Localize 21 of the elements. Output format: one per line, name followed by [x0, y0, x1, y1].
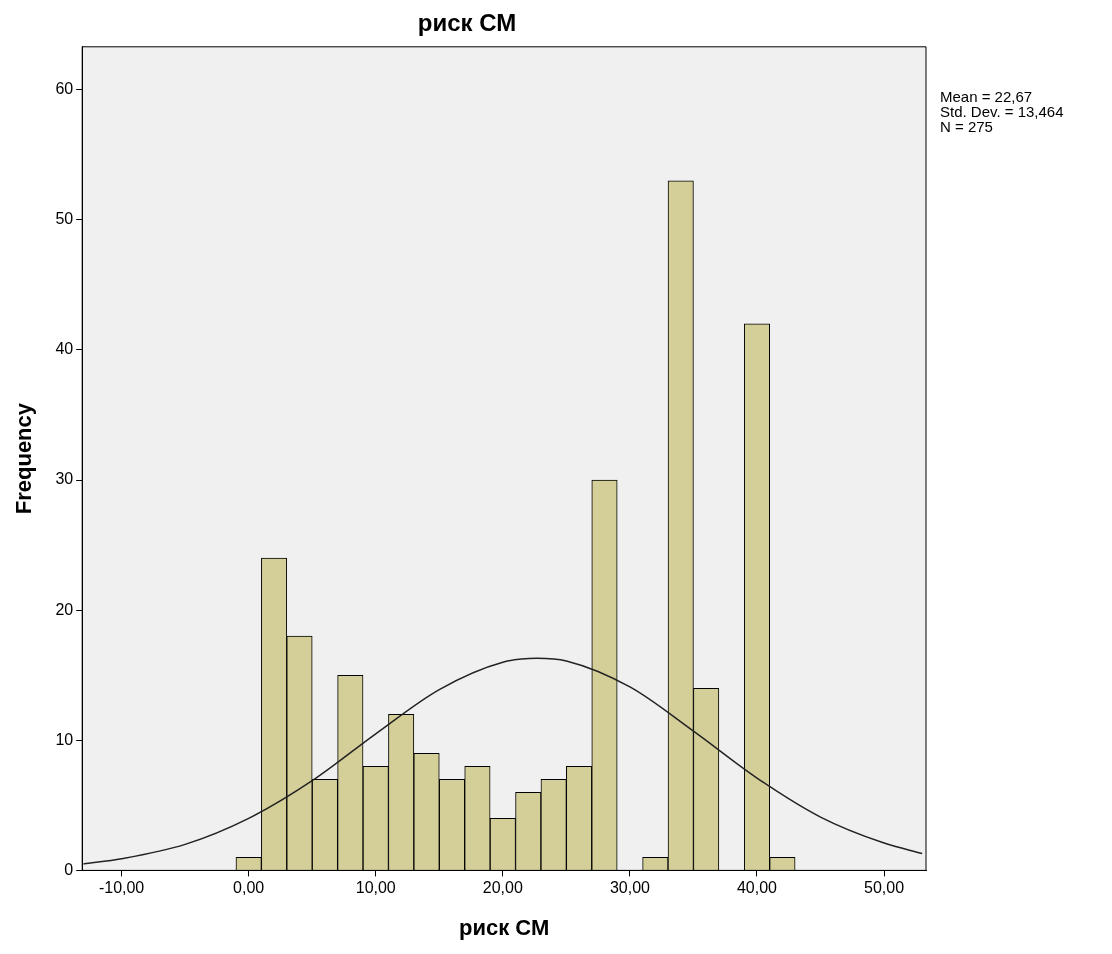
x-tick-label: 30,00 [609, 879, 651, 897]
line-series [82, 657, 923, 865]
x-tick-label: 0,00 [233, 879, 265, 897]
text: Mean = 22,67 [940, 88, 1033, 106]
y-tick-label: 40 [55, 340, 74, 358]
y-tick-label: 50 [55, 210, 74, 228]
x-tick-label: 50,00 [864, 879, 905, 897]
x-tick-label: 40,00 [736, 879, 778, 897]
text: Std. Dev. = 13,464 [940, 103, 1064, 121]
y-tick-label: 10 [55, 730, 74, 748]
x-tick-label: -10,00 [98, 879, 145, 897]
y-tick-label: 0 [64, 860, 74, 878]
chart-title: риск СМ [417, 9, 517, 37]
y-tick-label: 20 [55, 600, 74, 618]
y-tick-label: 30 [55, 470, 74, 488]
x-axis-title: риск СМ [458, 914, 550, 940]
text: N = 275 [940, 118, 993, 136]
x-tick-label: 10,00 [355, 879, 396, 897]
y-axis-title: Frequency [11, 402, 37, 515]
y-tick-label: 60 [55, 80, 74, 98]
x-tick-label: 20,00 [482, 879, 523, 897]
